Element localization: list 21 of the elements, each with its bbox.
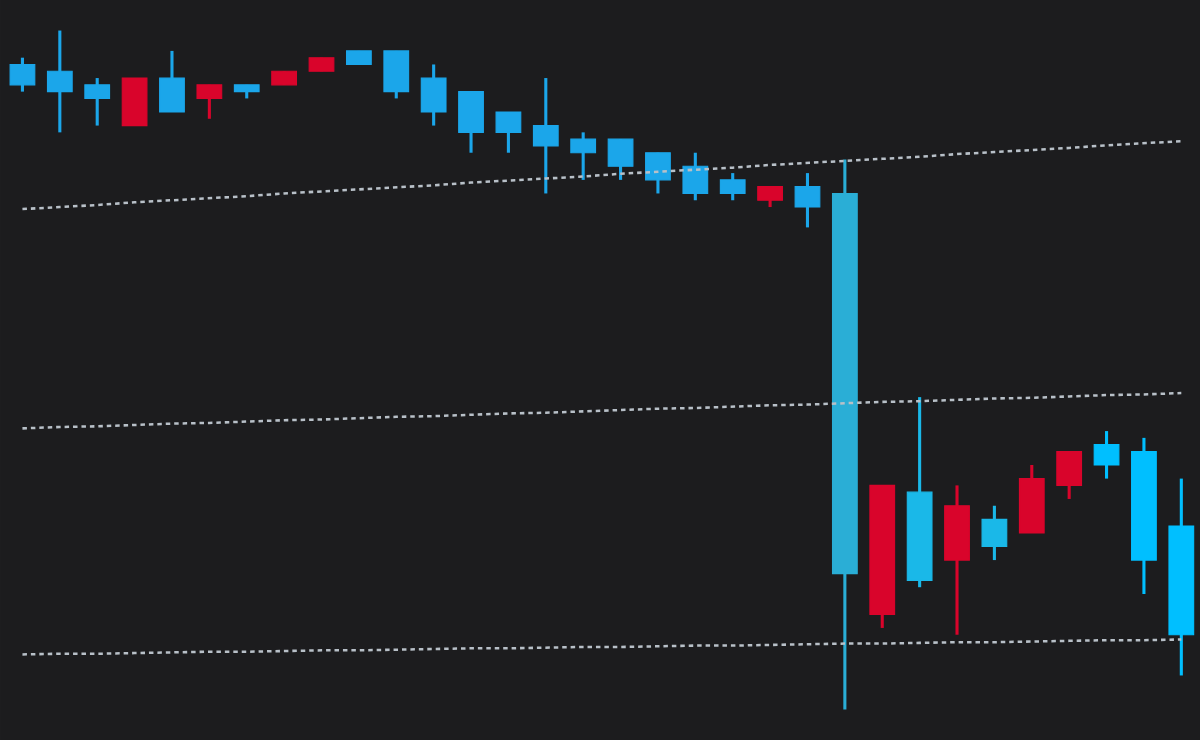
candlestick [532, 76, 559, 196]
candlestick [794, 171, 821, 229]
candlestick [719, 171, 746, 202]
candlestick [121, 77, 148, 127]
candlestick [682, 151, 709, 202]
candlestick [981, 504, 1008, 562]
candlestick [570, 130, 597, 182]
candlestick [607, 137, 634, 182]
candlestick [1056, 449, 1083, 501]
candlestick [46, 28, 73, 134]
candlestick [84, 76, 111, 128]
candlestick [458, 90, 484, 155]
candlestick [196, 83, 223, 121]
candlestick [645, 151, 671, 196]
candlestick [1093, 429, 1120, 481]
candlestick [495, 110, 522, 155]
candlestick [9, 56, 36, 94]
candlestick [420, 62, 447, 128]
candlestick [757, 185, 783, 209]
candlestick [383, 49, 410, 100]
candlestick [159, 49, 185, 114]
